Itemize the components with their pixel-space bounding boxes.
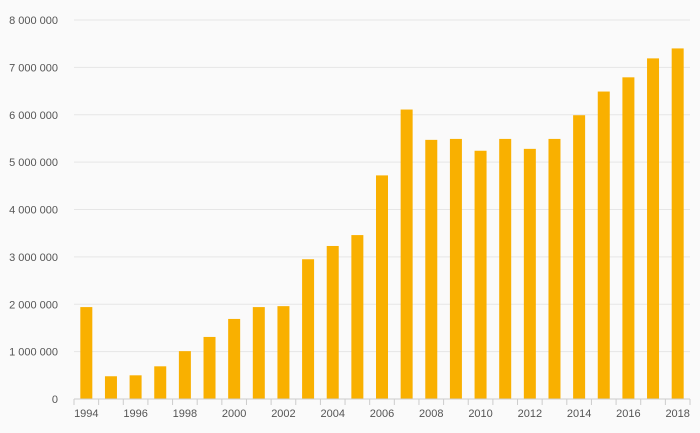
bar-2007 (400, 109, 413, 399)
bar-1995 (104, 376, 117, 399)
bar-1999 (203, 336, 216, 399)
x-tick-label: 2000 (222, 408, 246, 420)
y-tick-label: 6 000 000 (9, 110, 58, 122)
x-tick-label: 2008 (419, 408, 443, 420)
bar-2012 (523, 148, 536, 399)
bar-2013 (548, 138, 561, 399)
bar-2009 (449, 138, 462, 399)
bar-2018 (671, 48, 684, 400)
y-axis-tick-labels: 0 1 000 000 2 000 000 3 000 000 4 000 000 5 0… (9, 15, 58, 406)
y-tick-label: 8 000 000 (9, 15, 58, 27)
bar-1998 (178, 351, 191, 399)
bar-2004 (326, 245, 339, 399)
x-tick-label: 2004 (320, 408, 344, 420)
bar-2015 (597, 91, 610, 399)
bar-2002 (277, 306, 290, 399)
bar-2005 (351, 235, 364, 399)
x-tick-label: 1996 (123, 408, 147, 420)
x-tick-label: 2014 (567, 408, 591, 420)
bar-2006 (376, 175, 388, 399)
x-tick-label: 2010 (468, 408, 492, 420)
y-tick-label: 5 000 000 (9, 157, 58, 169)
bar-2003 (302, 259, 315, 399)
y-tick-label: 0 (52, 394, 58, 406)
bar-2000 (228, 318, 241, 399)
bar-2008 (425, 139, 438, 399)
x-tick-label: 2018 (665, 408, 689, 420)
x-tick-label: 2016 (616, 408, 640, 420)
x-tick-label: 2002 (271, 408, 295, 420)
y-tick-label: 4 000 000 (9, 205, 58, 217)
bar-2014 (573, 115, 586, 399)
bar-1997 (154, 366, 167, 399)
x-tick-label: 1994 (74, 408, 98, 420)
x-axis (73, 398, 691, 405)
y-tick-label: 1 000 000 (9, 347, 58, 359)
x-tick-label: 2006 (370, 408, 394, 420)
x-tick-label: 2012 (518, 408, 542, 420)
bar-2017 (647, 58, 660, 399)
y-tick-label: 3 000 000 (9, 252, 58, 264)
bars (80, 48, 684, 400)
x-tick-label: 1998 (173, 408, 197, 420)
bar-2011 (499, 138, 512, 399)
y-tick-label: 2 000 000 (9, 299, 58, 311)
bar-2016 (622, 77, 635, 399)
y-tick-label: 7 000 000 (9, 62, 58, 74)
bar-1994 (80, 307, 93, 399)
bar-2001 (252, 307, 265, 399)
x-axis-tick-labels: 1994 1996 1998 2000 2002 2004 2006 2008 2010 2012… (74, 408, 690, 420)
bar-2010 (474, 150, 487, 399)
bar-1996 (129, 375, 142, 399)
